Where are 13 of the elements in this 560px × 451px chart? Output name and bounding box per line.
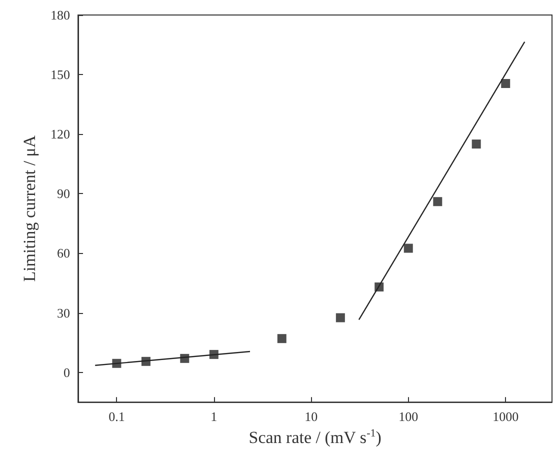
y-tick-label: 180 [50,8,70,22]
x-tick-label: 1000 [492,409,519,424]
x-tick-label: 100 [398,409,418,424]
y-tick-label: 60 [57,246,70,261]
y-tick-label: 150 [50,67,70,82]
x-tick-label: 0.1 [108,409,125,424]
y-tick-label: 30 [57,305,70,320]
y-tick-label: 0 [64,364,70,380]
y-tick-label: 90 [57,186,70,202]
y-tick-label: 120 [50,126,70,142]
x-tick-label: 1 [210,409,218,424]
x-tick-label: 10 [304,409,318,424]
y-axis-title: Limiting current / μA [20,134,39,282]
